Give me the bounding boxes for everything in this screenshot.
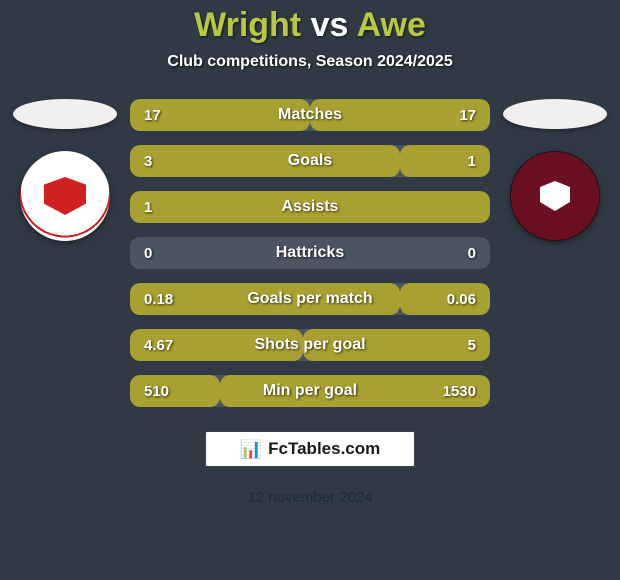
brand-icon: 📊 (240, 439, 262, 460)
brand-badge[interactable]: 📊 FcTables.com (205, 431, 415, 467)
brand-text: FcTables.com (268, 439, 380, 459)
stat-value-right: 1530 (420, 383, 490, 400)
stat-row: 0Hattricks0 (130, 237, 490, 269)
stat-row: 0.18Goals per match0.06 (130, 283, 490, 315)
stat-value-right: 0.06 (420, 291, 490, 308)
stat-row: 3Goals1 (130, 145, 490, 177)
stat-value-left: 17 (130, 107, 200, 124)
subtitle: Club competitions, Season 2024/2025 (0, 53, 620, 71)
date-label: 12 november 2024 (0, 489, 620, 506)
page-title: Wright vs Awe (0, 6, 620, 45)
vs-separator: vs (311, 6, 349, 44)
stat-value-left: 510 (130, 383, 200, 400)
main-content: 17Matches173Goals11Assists0Hattricks00.1… (0, 99, 620, 407)
stat-value-right: 5 (420, 337, 490, 354)
stat-value-left: 0.18 (130, 291, 200, 308)
stats-list: 17Matches173Goals11Assists0Hattricks00.1… (130, 99, 490, 407)
player1-club-crest (20, 151, 110, 241)
player2-club-crest (510, 151, 600, 241)
stat-label: Matches (200, 106, 420, 124)
player2-name: Awe (357, 6, 426, 44)
stat-row: 4.67Shots per goal5 (130, 329, 490, 361)
stat-value-right: 1 (420, 153, 490, 170)
stat-row: 510Min per goal1530 (130, 375, 490, 407)
stat-label: Shots per goal (200, 336, 420, 354)
stat-label: Min per goal (200, 382, 420, 400)
comparison-card: Wright vs Awe Club competitions, Season … (0, 0, 620, 580)
stat-row: 1Assists (130, 191, 490, 223)
stat-value-right: 17 (420, 107, 490, 124)
stat-label: Hattricks (200, 244, 420, 262)
player2-flag (503, 99, 607, 129)
stat-value-left: 3 (130, 153, 200, 170)
stat-value-left: 0 (130, 245, 200, 262)
right-side (500, 99, 610, 241)
stat-label: Goals (200, 152, 420, 170)
stat-label: Assists (200, 198, 420, 216)
stat-value-left: 4.67 (130, 337, 200, 354)
stat-label: Goals per match (200, 290, 420, 308)
stat-row: 17Matches17 (130, 99, 490, 131)
stat-value-right: 0 (420, 245, 490, 262)
left-side (10, 99, 120, 241)
player1-name: Wright (194, 6, 301, 44)
player1-flag (13, 99, 117, 129)
stat-value-left: 1 (130, 199, 200, 216)
